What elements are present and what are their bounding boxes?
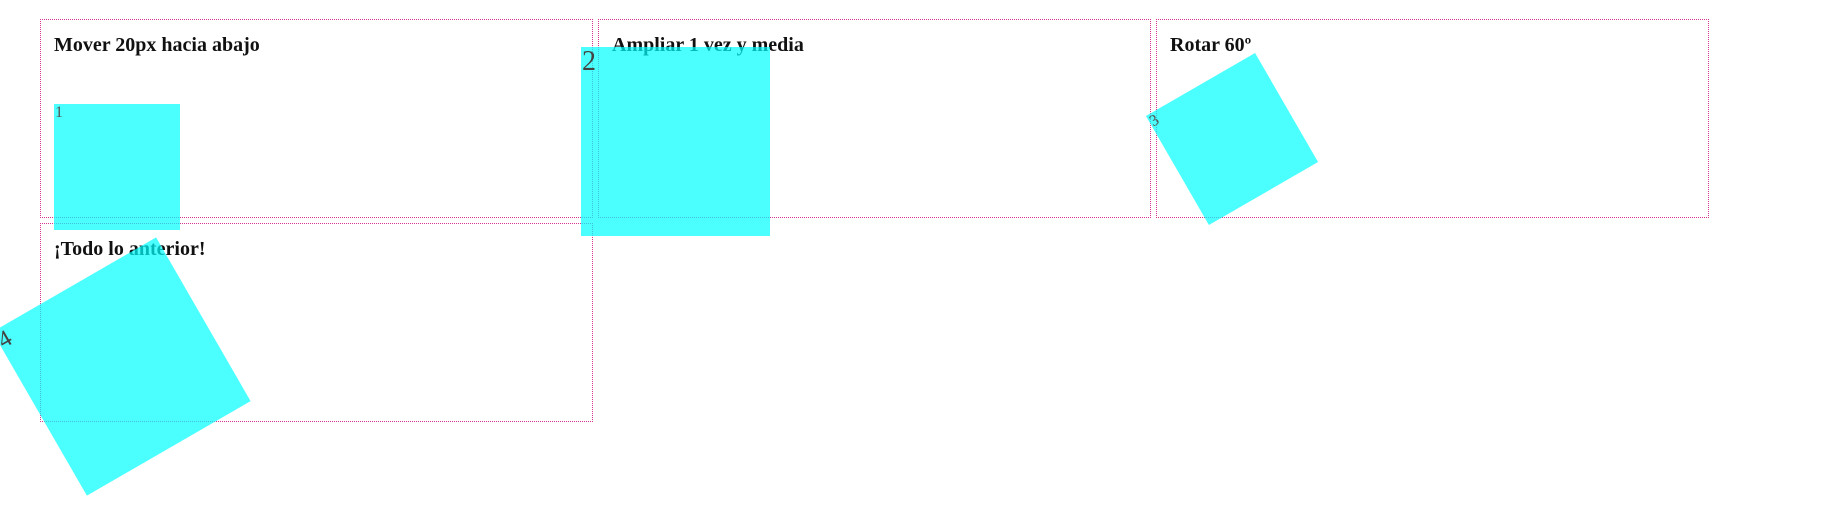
panel-title-translate: Mover 20px hacia abajo: [54, 34, 260, 56]
box-scaled: 2: [581, 47, 770, 236]
box-number-2: 2: [582, 46, 596, 77]
panel-title-rotate: Rotar 60º: [1170, 34, 1252, 56]
box-number-1: 1: [55, 104, 63, 121]
box-translated: 1: [54, 104, 180, 230]
box-number-4: 4: [0, 325, 17, 354]
panel-title-combined: ¡Todo lo anterior!: [54, 238, 206, 260]
